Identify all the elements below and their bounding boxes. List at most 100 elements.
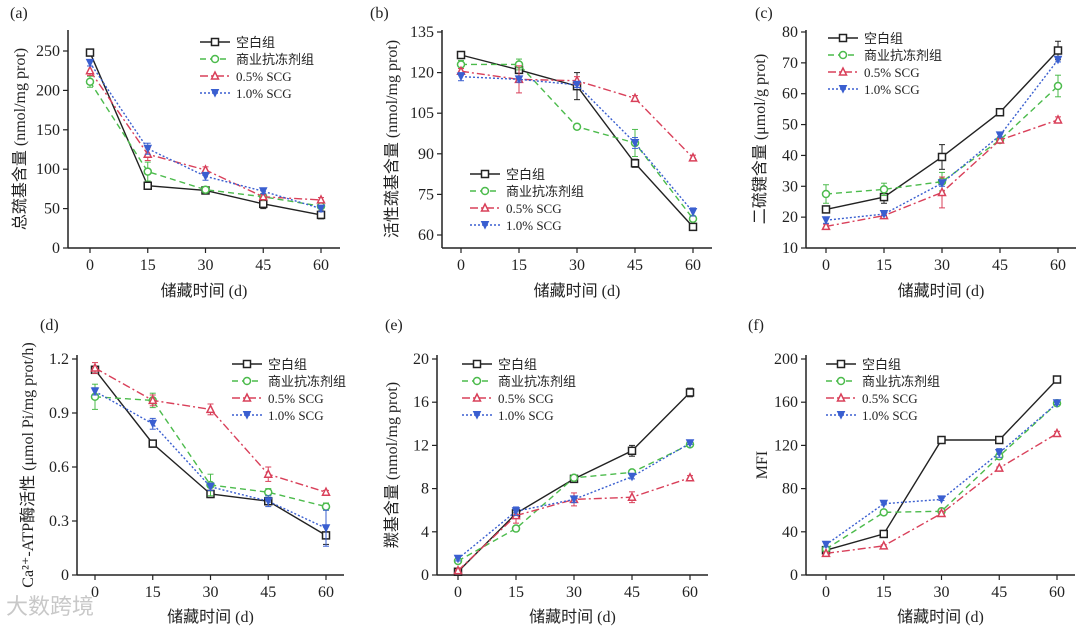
data-point [259,199,268,209]
x-tick-label: 0 [86,257,94,274]
x-tick-label: 60 [318,584,334,601]
y-tick-label: 0 [61,567,69,584]
legend-marker [838,66,848,76]
y-tick-label: 40 [782,147,798,164]
y-axis-label: 总巯基含量 (nmol/mg prot) [11,48,29,230]
data-point [148,394,158,405]
data-point [258,187,268,196]
series-line [89,62,322,210]
legend-label: 空白组 [236,35,275,50]
data-point [572,80,582,90]
data-point [821,189,831,199]
series-2 [90,362,331,496]
x-tick-label: 30 [203,584,219,601]
x-tick-label: 30 [934,257,950,274]
x-tick-label: 15 [140,257,156,274]
y-tick-label: 50 [44,201,60,218]
x-tick-label: 60 [1049,584,1065,601]
data-point [685,472,695,482]
legend-marker [472,411,482,420]
y-tick-label: 4 [421,524,429,541]
data-point [1053,114,1063,124]
x-tick-label: 15 [876,257,892,274]
legend-marker [480,169,490,179]
data-point [90,387,100,397]
legend-label: 1.0% SCG [236,86,292,101]
legend-label: 0.5% SCG [268,391,324,406]
legend-marker [836,411,846,420]
data-point [994,462,1004,472]
y-tick-label: 160 [774,394,798,411]
x-tick-label: 15 [508,584,524,601]
x-tick-label: 60 [313,257,329,274]
data-point [688,207,698,217]
y-tick-label: 0.6 [49,459,69,476]
series-line [457,477,691,572]
data-point [258,191,268,201]
data-point [879,185,889,194]
legend-label: 0.5% SCG [236,69,292,84]
data-point [205,403,216,414]
x-tick-label: 0 [822,584,830,601]
x-axis-label: 储藏时间 (d) [529,608,616,626]
x-tick-label: 60 [685,257,701,274]
y-tick-label: 75 [418,186,434,203]
legend-marker [210,89,220,98]
data-point [995,435,1004,445]
panel-label: (f) [748,317,764,334]
data-point [627,472,637,482]
legend-label: 空白组 [506,167,545,182]
legend-marker [472,359,482,369]
legend-label: 0.5% SCG [498,391,554,406]
series-0 [821,375,1062,555]
y-tick-label: 20 [413,351,429,368]
data-point [85,77,95,86]
legend-marker [242,376,252,386]
legend-label: 1.0% SCG [506,218,562,233]
data-point [148,419,158,429]
legend-label: 空白组 [498,357,537,372]
series-line [825,402,1058,546]
legend-marker [480,202,490,212]
data-point [85,58,95,68]
x-axis-label: 储藏时间 (d) [161,282,248,300]
data-point [90,362,100,372]
legend-marker [210,37,220,47]
data-point [1052,427,1062,438]
data-point [630,138,640,148]
data-point [1053,81,1063,91]
data-point [937,152,947,162]
data-point [316,194,326,204]
legend-marker [480,186,490,196]
x-tick-label: 30 [198,257,214,274]
legend-marker [836,359,846,369]
x-tick-label: 0 [457,257,465,274]
data-point [453,554,463,564]
x-tick-label: 45 [255,257,271,274]
series-2 [456,65,698,162]
data-point [936,507,947,518]
x-tick-label: 45 [992,257,1008,274]
data-point [569,473,579,483]
data-point [201,185,210,194]
y-tick-label: 100 [36,161,60,178]
y-tick-label: 105 [410,105,434,122]
data-point [879,540,889,550]
data-point [688,222,698,232]
data-point [879,499,889,509]
y-tick-label: 80 [782,24,798,41]
data-point [85,65,95,75]
legend-label: 空白组 [862,357,901,372]
y-tick-label: 120 [774,437,798,454]
legend-marker [210,70,220,80]
y-tick-label: 0 [52,240,60,257]
x-tick-label: 0 [454,584,462,601]
legend-marker [242,359,252,369]
data-point [263,468,273,478]
data-point [321,524,331,533]
